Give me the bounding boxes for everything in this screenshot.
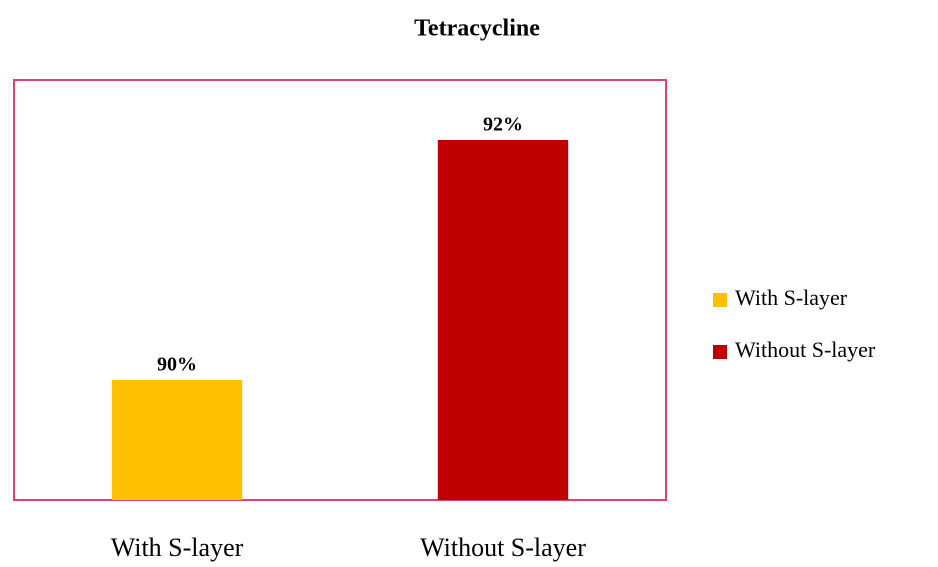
legend-label: With S-layer xyxy=(735,285,848,310)
legend-swatch xyxy=(713,293,727,307)
x-tick-label: With S-layer xyxy=(111,533,244,562)
legend-label: Without S-layer xyxy=(735,337,876,362)
x-tick-label: Without S-layer xyxy=(420,533,586,562)
data-label: 92% xyxy=(483,114,523,136)
chart-title: Tetracycline xyxy=(414,16,540,42)
bar xyxy=(111,380,243,500)
plot-frame xyxy=(13,79,667,501)
legend-swatch xyxy=(713,345,727,359)
data-label: 90% xyxy=(157,354,197,376)
bar xyxy=(437,140,569,500)
